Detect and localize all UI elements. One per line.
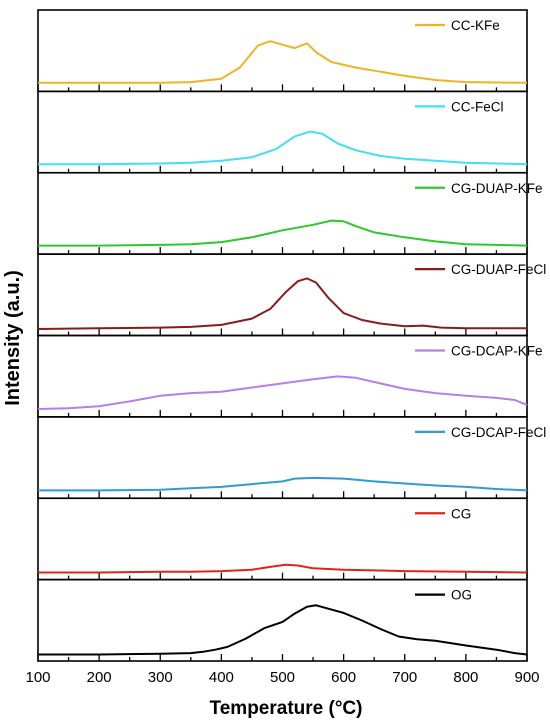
x-tick-label: 300: [148, 669, 173, 686]
legend-label: CG-DCAP-KFe: [451, 344, 543, 359]
x-tick-labels: 100 200 300 400 500 600 700 800 900: [25, 669, 539, 686]
series-line: [37, 375, 528, 410]
x-tick-label: 600: [331, 669, 356, 686]
panel-6: CG-DCAP-FeCl: [37, 416, 546, 500]
legend-label: CG-DCAP-FeCl: [451, 425, 546, 440]
legend-label: CG-DUAP-FeCl: [451, 262, 546, 277]
legend-label: CC-FeCl: [451, 99, 504, 114]
series-line: [38, 563, 528, 574]
y-axis-title: Intensity (a.u.): [2, 270, 24, 406]
legend-label: CG: [451, 506, 471, 521]
legend-label: OG: [451, 588, 472, 603]
legend-label: CC-KFe: [451, 18, 500, 33]
series-line: [38, 40, 528, 84]
panel-4: CG-DUAP-FeCl: [37, 253, 546, 337]
x-tick-label: 900: [514, 669, 539, 686]
x-tick-label: 200: [87, 669, 112, 686]
panel-1: CC-KFe: [37, 9, 528, 93]
series-line: [38, 604, 528, 656]
x-tick-label: 400: [209, 669, 234, 686]
panels: CC-KFe CC-FeCl CG-DUAP-KFe CG-DUAP-FeCl CG-D…: [37, 9, 546, 662]
panel-7: CG: [37, 497, 528, 581]
panel-2: CC-FeCl: [37, 90, 528, 174]
panel-8: OG: [37, 578, 528, 662]
series-line: [38, 219, 528, 247]
x-tick-label: 800: [453, 669, 478, 686]
panel-5: CG-DCAP-KFe: [37, 334, 543, 418]
x-axis-title: Temperature (°C): [210, 698, 363, 719]
x-tick-label: 700: [392, 669, 417, 686]
x-tick-label: 500: [270, 669, 295, 686]
series-line: [37, 277, 527, 330]
x-tick-label: 100: [25, 669, 50, 686]
series-line: [38, 476, 528, 492]
panel-3: CG-DUAP-KFe: [37, 171, 543, 255]
series-line: [38, 130, 528, 166]
legend-label: CG-DUAP-KFe: [451, 181, 543, 196]
